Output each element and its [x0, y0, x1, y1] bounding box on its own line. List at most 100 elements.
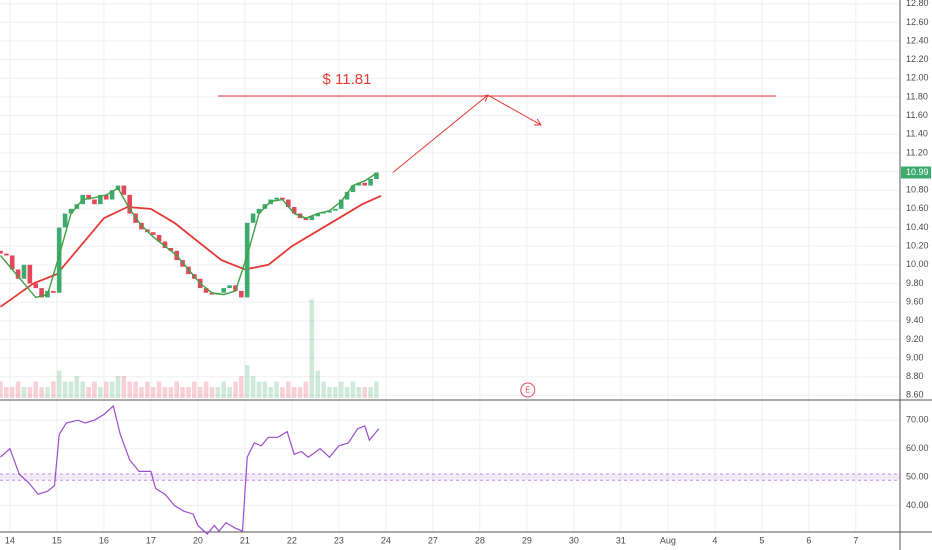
- candle-body: [121, 185, 127, 195]
- x-tick-label: 4: [712, 535, 717, 545]
- volume-bar: [250, 376, 256, 398]
- volume-bar: [274, 381, 279, 398]
- candle-body: [92, 199, 97, 205]
- candle-body: [0, 250, 3, 254]
- x-tick-label: 16: [99, 535, 109, 545]
- volume-bar: [145, 381, 150, 398]
- y-tick-label: 9.60: [906, 296, 924, 306]
- candle-body: [56, 227, 62, 293]
- candle-body: [4, 253, 9, 256]
- volume-bar: [0, 381, 3, 398]
- y-tick-label: 10.80: [906, 185, 929, 195]
- candle-body: [156, 234, 162, 242]
- x-tick-label: 31: [616, 535, 626, 545]
- candle-body: [109, 190, 115, 200]
- candle-body: [256, 208, 262, 214]
- volume-bar: [62, 381, 68, 398]
- x-tick-label: 23: [334, 535, 344, 545]
- volume-bar: [262, 381, 268, 398]
- volume-bar: [139, 387, 144, 398]
- y-tick-label: 12.00: [906, 73, 929, 83]
- candle-body: [27, 264, 33, 284]
- volume-bar: [303, 381, 309, 398]
- volume-bar: [203, 381, 209, 398]
- volume-bar: [321, 381, 326, 398]
- volume-bar: [156, 381, 162, 398]
- volume-bar: [45, 387, 50, 398]
- volume-bar: [39, 387, 44, 398]
- y-tick-label: 10.40: [906, 222, 929, 232]
- candle-body: [303, 218, 309, 221]
- volume-bar: [244, 365, 250, 398]
- volume-bar: [356, 387, 362, 398]
- candle-body: [368, 179, 373, 186]
- volume-bar: [103, 381, 109, 398]
- y-tick-label: 70.00: [906, 415, 929, 425]
- y-tick-label: 12.20: [906, 54, 929, 64]
- volume-bar: [215, 387, 221, 398]
- y-tick-label: 9.80: [906, 278, 924, 288]
- volume-bar: [168, 387, 174, 398]
- x-tick-label: 27: [428, 535, 438, 545]
- y-tick-label: 12.40: [906, 35, 929, 45]
- volume-bar: [197, 387, 203, 398]
- fast-ma-line: [0, 172, 377, 299]
- x-tick-label: 7: [853, 535, 858, 545]
- last-price-label: 10.99: [906, 167, 929, 177]
- candle-body: [98, 194, 103, 205]
- candle-body: [168, 248, 174, 251]
- candle-body: [203, 288, 209, 293]
- rsi-line: [0, 404, 380, 535]
- volume-bar: [221, 381, 227, 398]
- y-tick-label: 12.80: [906, 0, 929, 8]
- volume-bar: [4, 387, 9, 398]
- y-tick-label: 10.00: [906, 259, 929, 269]
- volume-bar: [268, 387, 274, 398]
- x-tick-label: Aug: [660, 535, 676, 545]
- candle-body: [239, 290, 244, 298]
- volume-bar: [133, 381, 138, 398]
- volume-bar: [344, 387, 350, 398]
- volume-bar: [127, 381, 133, 398]
- volume-bar: [162, 387, 168, 398]
- candle-body: [374, 172, 379, 180]
- candle-body: [233, 285, 238, 291]
- x-tick-label: 24: [381, 535, 391, 545]
- volume-bar: [286, 381, 291, 398]
- volume-bar: [327, 387, 332, 398]
- volume-bar: [256, 381, 262, 398]
- x-tick-label: 17: [146, 535, 156, 545]
- volume-bar: [192, 381, 197, 398]
- volume-bar: [368, 387, 373, 398]
- x-tick-label: 22: [287, 535, 297, 545]
- volume-bar: [21, 387, 27, 398]
- volume-bar: [338, 381, 344, 398]
- candle-body: [309, 216, 315, 221]
- x-tick-label: 28: [475, 535, 485, 545]
- x-tick-label: 21: [240, 535, 250, 545]
- candle-body: [315, 213, 321, 217]
- volume-bar: [280, 387, 285, 398]
- volume-bar: [115, 376, 121, 398]
- y-tick-label: 11.20: [906, 147, 928, 157]
- x-tick-label: 15: [52, 535, 62, 545]
- candle-body: [286, 199, 291, 207]
- volume-bar: [56, 370, 62, 398]
- volume-bar: [174, 381, 180, 398]
- volume-bar: [309, 299, 315, 398]
- volume-bar: [239, 376, 244, 398]
- candle-body: [162, 241, 168, 249]
- volume-bar: [150, 387, 156, 398]
- volume-bar: [92, 381, 97, 398]
- candle-body: [244, 222, 250, 298]
- volume-bar: [86, 387, 91, 398]
- candle-body: [68, 208, 74, 214]
- candle-body: [209, 292, 215, 295]
- candle-body: [338, 199, 344, 209]
- y-tick-label: 50.00: [906, 471, 929, 481]
- candle-body: [274, 197, 279, 200]
- volume-bar: [315, 370, 321, 398]
- y-tick-label: 8.60: [906, 390, 924, 400]
- earnings-label: E: [525, 386, 530, 395]
